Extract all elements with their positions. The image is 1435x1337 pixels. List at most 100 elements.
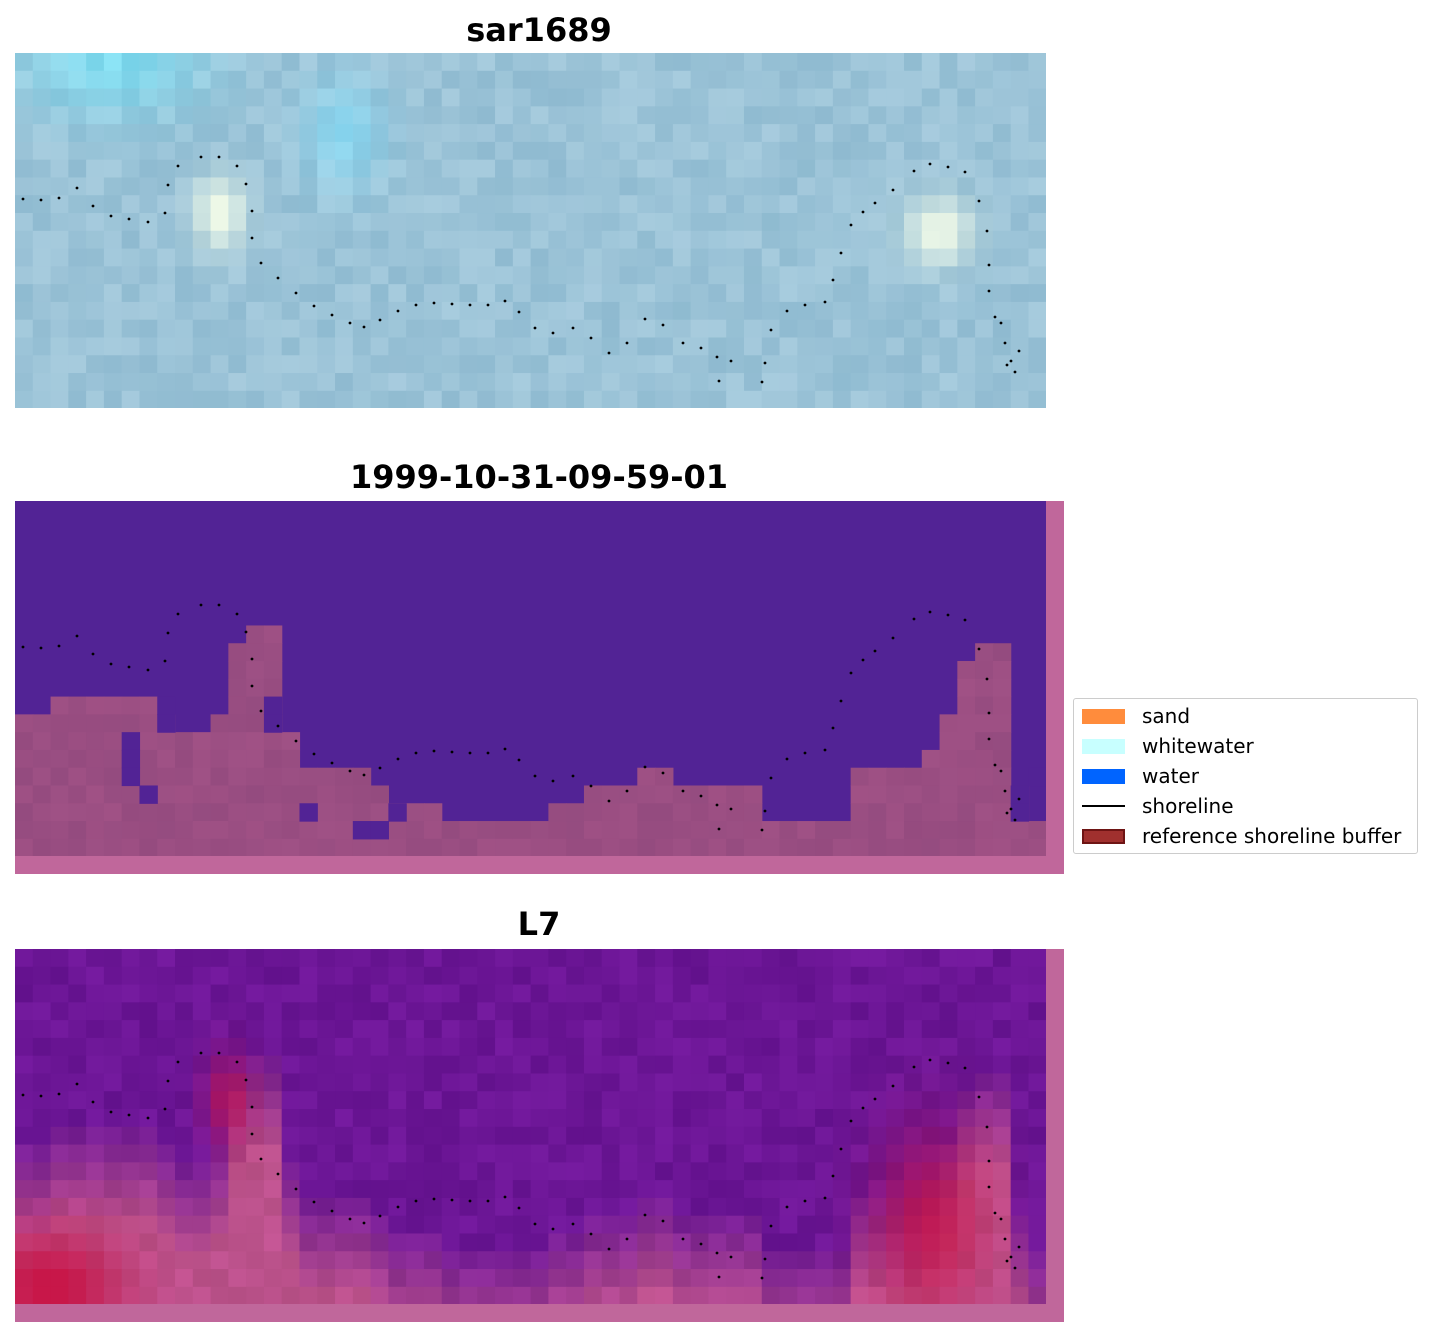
rgb-pixel: [121, 124, 141, 143]
index-pixel: [743, 1269, 763, 1288]
rgb-pixel: [904, 88, 923, 107]
index-pixel: [886, 1233, 905, 1252]
index-pixel: [939, 1002, 958, 1021]
shoreline-point: [127, 217, 131, 221]
index-pixel: [868, 1073, 887, 1092]
rgb-pixel: [904, 337, 923, 356]
rgb-pixel: [335, 390, 354, 408]
index-pixel: [335, 1162, 354, 1181]
index-pixel: [1028, 1002, 1047, 1021]
index-pixel: [992, 1037, 1012, 1057]
land-pixel: [939, 749, 958, 769]
rgb-pixel: [1010, 337, 1030, 356]
rgb-pixel: [530, 70, 549, 90]
rgb-pixel: [370, 230, 389, 250]
index-pixel: [103, 1144, 123, 1163]
rgb-pixel: [388, 159, 407, 179]
rgb-pixel: [886, 159, 905, 179]
rgb-pixel: [761, 213, 781, 232]
rgb-pixel: [317, 124, 336, 143]
rgb-pixel: [583, 355, 603, 374]
land-pixel: [957, 821, 976, 840]
rgb-pixel: [655, 301, 674, 321]
shoreline-point: [607, 799, 611, 803]
index-pixel: [886, 1073, 905, 1092]
rgb-pixel: [103, 301, 123, 321]
water-pixel: [370, 821, 389, 840]
rgb-pixel: [655, 373, 674, 392]
index-pixel: [139, 1180, 158, 1199]
index-pixel: [868, 1286, 887, 1306]
rgb-pixel: [317, 230, 336, 250]
rgb-pixel: [957, 337, 976, 356]
index-pixel: [566, 966, 585, 986]
shoreline-point: [1017, 349, 1021, 353]
index-pixel: [583, 1215, 603, 1235]
index-pixel: [335, 1233, 354, 1252]
index-pixel: [548, 1055, 567, 1075]
rgb-pixel: [619, 319, 638, 339]
land-pixel: [175, 838, 194, 858]
rgb-pixel: [495, 284, 514, 303]
shoreline-point: [1005, 1259, 1009, 1263]
rgb-pixel: [886, 301, 905, 321]
index-pixel: [139, 1020, 158, 1039]
rgb-pixel: [850, 355, 870, 374]
index-pixel: [317, 1251, 336, 1270]
rgb-pixel: [459, 390, 478, 408]
rgb-pixel: [904, 230, 923, 250]
shoreline-point: [661, 323, 665, 327]
rgb-pixel: [15, 213, 34, 232]
index-pixel: [495, 1269, 514, 1288]
rgb-pixel: [761, 177, 781, 196]
rgb-pixel: [459, 319, 478, 339]
rgb-pixel: [868, 88, 887, 107]
index-pixel: [210, 1162, 229, 1181]
rgb-pixel: [601, 213, 621, 232]
index-pixel: [779, 1180, 798, 1199]
index-pixel: [228, 984, 247, 1003]
rgb-pixel: [548, 319, 567, 339]
rgb-pixel: [423, 88, 443, 107]
index-pixel: [139, 1197, 158, 1217]
index-pixel: [886, 984, 905, 1003]
rgb-pixel: [655, 284, 674, 303]
index-pixel: [406, 1162, 425, 1181]
rgb-pixel: [655, 355, 674, 374]
rgb-pixel: [601, 195, 621, 214]
index-pixel: [743, 1126, 763, 1146]
rgb-pixel: [103, 355, 123, 374]
land-pixel: [157, 749, 176, 769]
index-pixel: [690, 1233, 710, 1252]
shoreline-point: [468, 751, 472, 755]
rgb-pixel: [157, 355, 176, 374]
shoreline-point: [244, 1078, 248, 1082]
rgb-pixel: [1010, 124, 1030, 143]
index-pixel: [263, 1126, 283, 1146]
index-pixel: [175, 1037, 194, 1057]
index-pixel: [263, 1180, 283, 1199]
rgb-pixel: [726, 106, 745, 125]
index-pixel: [50, 1126, 69, 1146]
index-pixel: [957, 1233, 976, 1252]
index-pixel: [886, 1091, 905, 1110]
rgb-pixel: [886, 88, 905, 107]
rgb-pixel: [975, 141, 994, 161]
shoreline-point: [276, 724, 280, 728]
land-pixel: [975, 661, 994, 680]
rgb-pixel: [175, 230, 194, 250]
index-pixel: [228, 949, 247, 968]
shoreline-point: [928, 1058, 932, 1062]
land-pixel: [263, 785, 283, 804]
land-pixel: [299, 785, 318, 804]
rgb-pixel: [957, 195, 976, 214]
land-pixel: [103, 714, 123, 733]
land-pixel: [228, 838, 247, 858]
index-pixel: [86, 1126, 105, 1146]
rgb-pixel: [299, 53, 318, 72]
rgb-pixel: [246, 53, 265, 72]
rgb-pixel: [921, 266, 941, 285]
index-pixel: [1010, 1251, 1030, 1270]
index-pixel: [708, 1286, 727, 1306]
shoreline-point: [999, 321, 1003, 325]
